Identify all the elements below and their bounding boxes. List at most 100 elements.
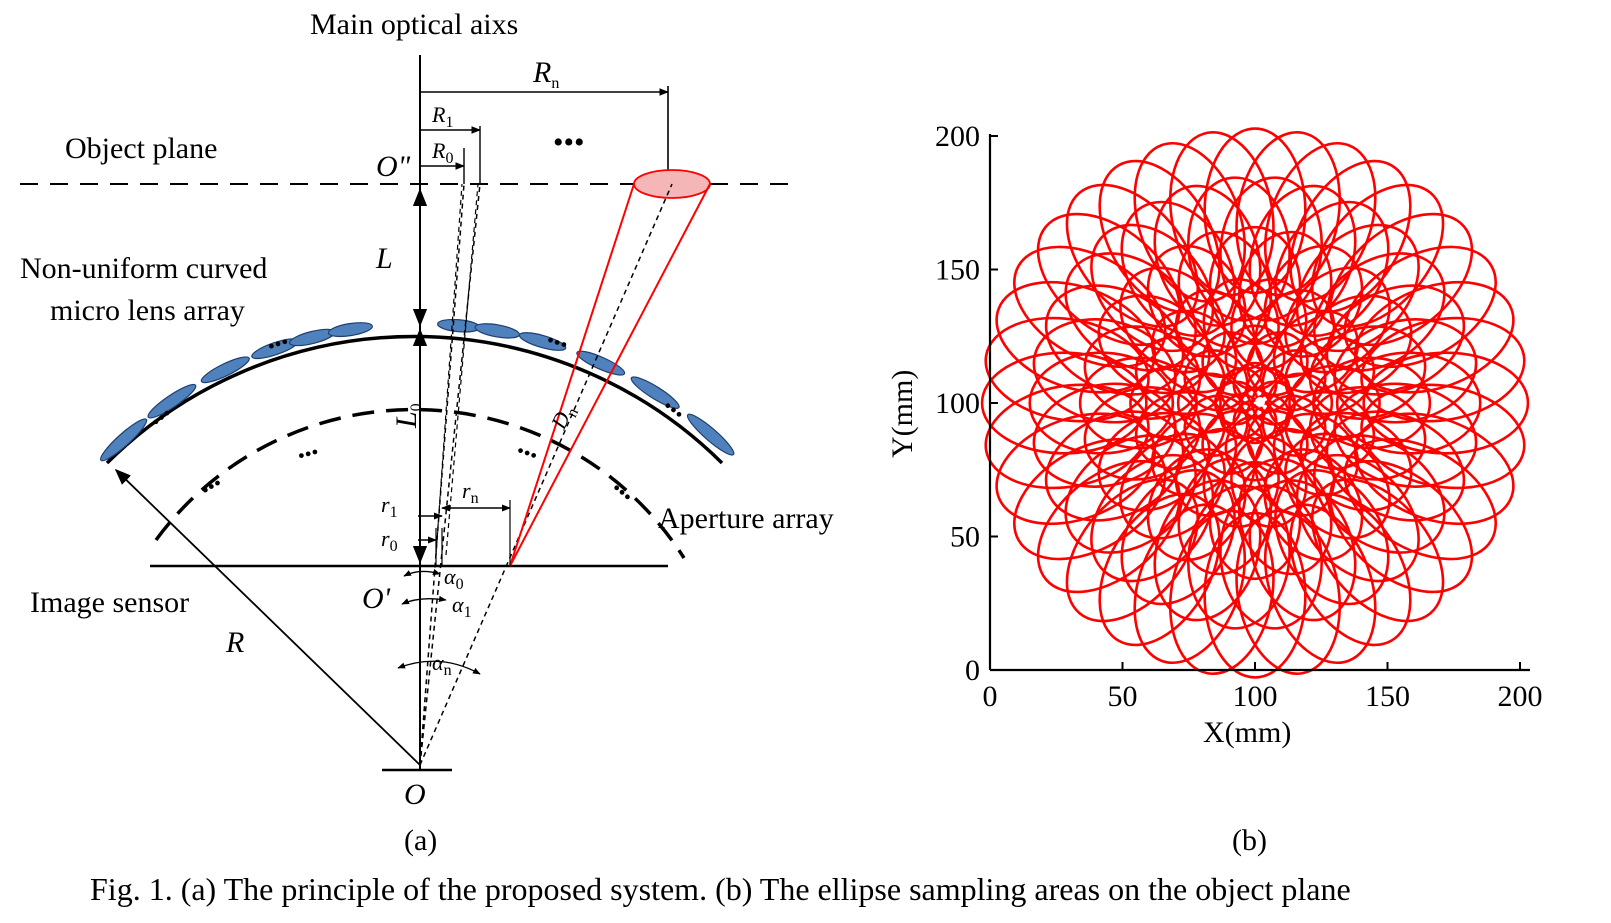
ellipsis-lens-right1: ••• xyxy=(544,329,571,356)
aperture-array-label: Aperture array xyxy=(658,502,834,535)
sampling-ellipse-mark xyxy=(1036,212,1181,347)
r-radius-line xyxy=(114,468,421,766)
main-axis-label: Main optical aixs xyxy=(310,8,518,41)
panel-b-label: (b) xyxy=(1232,824,1267,857)
red-ray-left xyxy=(509,183,635,567)
x-tick-label: 150 xyxy=(1365,680,1410,713)
micro-lens xyxy=(327,322,373,338)
sampling-ellipse-mark xyxy=(1263,141,1377,303)
y-axis-label: Y(mm) xyxy=(886,370,919,458)
sampling-ellipse-mark xyxy=(1177,457,1273,576)
sampling-ellipse-mark xyxy=(1248,479,1357,622)
r1-small-symbol: r1 xyxy=(381,492,398,521)
sampling-ellipse-mark xyxy=(1146,244,1247,358)
sampling-ellipse-mark xyxy=(1097,294,1211,395)
l0-symbol: L0 xyxy=(390,403,425,429)
x-tick-label: 0 xyxy=(983,680,998,713)
sampling-ellipse-mark xyxy=(1353,412,1515,526)
o-symbol: O xyxy=(404,778,426,811)
sampling-ellipses xyxy=(980,127,1530,679)
sampling-ellipse-mark xyxy=(1168,131,1275,297)
alphan-symbol: αn xyxy=(432,650,452,679)
alpha1-symbol: α1 xyxy=(452,592,472,621)
r-symbol: R xyxy=(225,626,244,659)
ellipsis-ap-right2: ••• xyxy=(607,478,637,508)
sampling-ellipse-mark xyxy=(1146,448,1247,562)
sampling-ellipse-mark xyxy=(1353,280,1515,394)
sampling-ellipse-mark xyxy=(1263,244,1364,358)
micro-lens xyxy=(576,350,626,376)
object-plane-label: Object plane xyxy=(65,132,217,165)
sampling-ellipse-mark xyxy=(1343,437,1498,561)
sampling-ellipse-mark xyxy=(1284,266,1391,374)
sampling-ellipse-mark xyxy=(1311,356,1432,450)
sampling-ellipse-mark xyxy=(1183,349,1249,412)
y-tick-label: 150 xyxy=(935,254,980,287)
sampling-ellipse-mark xyxy=(995,280,1157,394)
center-hole xyxy=(1255,397,1265,407)
y-tick-label: 50 xyxy=(950,521,980,554)
sampling-ellipse-mark xyxy=(1360,383,1526,490)
sampling-ellipse-mark xyxy=(980,351,1148,455)
micro-lens xyxy=(147,383,197,419)
sampling-ellipse-mark xyxy=(1183,394,1249,457)
sampling-ellipse-mark xyxy=(1098,492,1221,647)
image-sensor-label: Image sensor xyxy=(30,586,189,619)
sampling-ellipse-mark xyxy=(1261,349,1327,412)
micro-lens xyxy=(437,318,481,333)
principle-diagram: Main optical aixs Object plane Rn R1 R0 … xyxy=(20,8,834,857)
sampling-ellipse-mark xyxy=(1284,432,1391,540)
sampling-ellipse-mark xyxy=(1098,159,1221,314)
rn-symbol: Rn xyxy=(532,56,559,92)
sampling-ellipse-mark xyxy=(1329,459,1474,594)
sampling-ellipse-mark xyxy=(1248,184,1357,327)
sampling-ellipse-mark xyxy=(1343,245,1498,369)
sampling-ellipse-mark xyxy=(1065,478,1200,623)
r0-symbol: R0 xyxy=(431,138,453,167)
sampling-ellipse-mark xyxy=(1299,294,1413,395)
sampling-ellipse-mark xyxy=(1261,394,1327,457)
sampling-ellipse-mark xyxy=(1036,459,1181,594)
sampling-ellipse-mark xyxy=(1299,411,1413,512)
ellipse-sampling-chart: 0 50 100 150 200 0 50 100 150 200 X(mm) Y(mm) (b… xyxy=(886,120,1543,857)
sampling-ellipse-mark xyxy=(1168,509,1275,675)
sampling-ellipse-mark xyxy=(1224,415,1286,482)
sampling-ellipse-mark xyxy=(1097,411,1211,512)
lens-array-label-line2: micro lens array xyxy=(50,294,245,327)
panel-a-label: (a) xyxy=(404,824,437,857)
ray-center-0 xyxy=(419,183,465,766)
sampling-ellipse-mark xyxy=(984,316,1150,423)
y-tick-label: 0 xyxy=(965,654,980,687)
x-tick-label: 100 xyxy=(1233,680,1278,713)
micro-lens xyxy=(200,356,250,384)
sampling-ellipse-mark xyxy=(1203,511,1307,679)
sampling-ellipse-mark xyxy=(1237,457,1333,576)
sampling-ellipse-mark xyxy=(1177,230,1273,349)
y-ticks: 0 50 100 150 200 xyxy=(935,120,998,687)
micro-lens xyxy=(686,413,735,456)
sampling-ellipse-mark xyxy=(995,412,1157,526)
o-prime-symbol: O' xyxy=(362,582,391,615)
sampling-ellipse-mark xyxy=(1263,448,1364,562)
sampling-ellipse-mark xyxy=(1012,245,1167,369)
sampling-ellipse-mark xyxy=(1119,432,1226,540)
micro-lens xyxy=(99,418,148,462)
sampling-ellipse-mark xyxy=(1203,127,1307,295)
sampling-ellipse-mark xyxy=(1235,131,1342,297)
sampling-ellipse-mark xyxy=(1360,316,1526,423)
o-double-prime-symbol: O" xyxy=(376,150,411,183)
sampling-ellipse-mark xyxy=(1310,183,1445,328)
y-tick-label: 100 xyxy=(935,387,980,420)
micro-lens xyxy=(474,323,521,339)
sampling-ellipse-mark xyxy=(1289,159,1412,314)
alpha0-symbol: α0 xyxy=(444,564,464,593)
r1-symbol: R1 xyxy=(431,102,453,131)
sampling-ellipse-mark xyxy=(1153,479,1262,622)
x-axis-label: X(mm) xyxy=(1203,716,1291,749)
sampling-ellipse-mark xyxy=(1065,183,1200,328)
lens-array-label-line1: Non-uniform curved xyxy=(20,252,267,285)
y-tick-label: 200 xyxy=(935,120,980,153)
ray-center-1 xyxy=(419,183,481,766)
sampling-ellipse-mark xyxy=(1133,503,1247,665)
x-tick-label: 50 xyxy=(1108,680,1138,713)
